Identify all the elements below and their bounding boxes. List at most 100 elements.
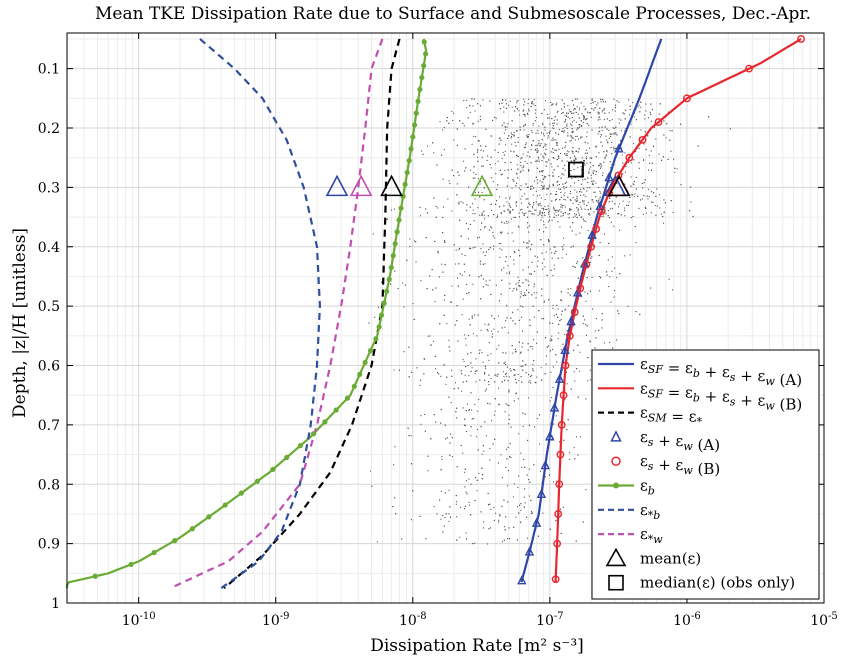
scatter-point bbox=[508, 423, 510, 425]
scatter-point bbox=[453, 244, 455, 246]
scatter-point bbox=[591, 129, 593, 131]
scatter-point bbox=[608, 201, 610, 203]
scatter-point bbox=[547, 345, 549, 347]
scatter-point bbox=[606, 271, 608, 273]
scatter-point bbox=[472, 247, 474, 249]
scatter-point bbox=[495, 203, 497, 205]
scatter-point bbox=[603, 210, 605, 212]
scatter-point bbox=[536, 331, 538, 333]
scatter-point bbox=[505, 99, 507, 101]
scatter-point bbox=[485, 388, 487, 390]
scatter-point bbox=[633, 181, 635, 183]
scatter-point bbox=[583, 115, 585, 117]
scatter-point bbox=[569, 140, 571, 142]
scatter-point bbox=[517, 276, 519, 278]
scatter-point bbox=[475, 381, 477, 383]
scatter-point bbox=[522, 169, 524, 171]
scatter-point bbox=[572, 222, 574, 224]
scatter-point bbox=[543, 207, 545, 209]
scatter-point bbox=[589, 261, 591, 263]
scatter-point bbox=[488, 374, 490, 376]
scatter-point bbox=[577, 126, 579, 128]
scatter-point bbox=[564, 206, 566, 208]
scatter-point bbox=[427, 470, 429, 472]
scatter-point bbox=[651, 201, 653, 203]
scatter-point bbox=[553, 264, 555, 266]
scatter-point bbox=[568, 151, 570, 153]
scatter-point bbox=[398, 369, 400, 371]
scatter-point bbox=[573, 325, 575, 327]
scatter-point bbox=[536, 195, 538, 197]
scatter-point bbox=[498, 344, 500, 346]
scatter-point bbox=[531, 129, 533, 131]
scatter-point bbox=[501, 269, 503, 271]
scatter-point bbox=[515, 106, 517, 108]
scatter-point bbox=[489, 279, 491, 281]
scatter-point bbox=[512, 240, 514, 242]
scatter-point bbox=[506, 458, 508, 460]
scatter-point bbox=[576, 262, 578, 264]
scatter-point bbox=[381, 281, 383, 283]
scatter-point bbox=[508, 389, 510, 391]
scatter-point bbox=[509, 205, 511, 207]
y-tick-label: 0.4 bbox=[38, 240, 60, 256]
scatter-point bbox=[496, 188, 498, 190]
scatter-point bbox=[441, 154, 443, 156]
scatter-point bbox=[658, 194, 660, 196]
scatter-point bbox=[547, 113, 549, 115]
scatter-point bbox=[564, 126, 566, 128]
scatter-point bbox=[467, 364, 469, 366]
scatter-point bbox=[503, 222, 505, 224]
scatter-point bbox=[590, 116, 592, 118]
scatter-point bbox=[619, 273, 621, 275]
scatter-point bbox=[603, 233, 605, 235]
scatter-point bbox=[436, 513, 438, 515]
scatter-point bbox=[558, 148, 560, 150]
scatter-point bbox=[448, 122, 450, 124]
scatter-point bbox=[408, 346, 410, 348]
scatter-point bbox=[500, 139, 502, 141]
scatter-point bbox=[541, 181, 543, 183]
scatter-point bbox=[489, 247, 491, 249]
scatter-point bbox=[641, 198, 643, 200]
scatter-point bbox=[471, 409, 473, 411]
scatter-point bbox=[521, 157, 523, 159]
scatter-point bbox=[476, 479, 478, 481]
scatter-point bbox=[433, 197, 435, 199]
scatter-point bbox=[576, 106, 578, 108]
scatter-point bbox=[480, 426, 482, 428]
scatter-point bbox=[511, 143, 513, 145]
scatter-point bbox=[586, 204, 588, 206]
scatter-point bbox=[635, 176, 637, 178]
scatter-point bbox=[527, 186, 529, 188]
scatter-point bbox=[446, 376, 448, 378]
scatter-point bbox=[517, 177, 519, 179]
scatter-point bbox=[500, 454, 502, 456]
scatter-point bbox=[603, 119, 605, 121]
scatter-point bbox=[547, 137, 549, 139]
scatter-point bbox=[515, 287, 517, 289]
scatter-point bbox=[503, 376, 505, 378]
scatter-point bbox=[479, 196, 481, 198]
scatter-point bbox=[559, 209, 561, 211]
scatter-point bbox=[486, 543, 488, 545]
scatter-point bbox=[543, 318, 545, 320]
scatter-point bbox=[580, 226, 582, 228]
scatter-point bbox=[541, 288, 543, 290]
scatter-point bbox=[558, 157, 560, 159]
scatter-point bbox=[586, 123, 588, 125]
scatter-point bbox=[517, 155, 519, 157]
scatter-point bbox=[577, 454, 579, 456]
eps-sw-a-marker bbox=[517, 575, 527, 585]
scatter-point bbox=[456, 194, 458, 196]
scatter-point bbox=[509, 211, 511, 213]
scatter-point bbox=[544, 199, 546, 201]
scatter-point bbox=[650, 103, 652, 105]
scatter-point bbox=[545, 161, 547, 163]
scatter-point bbox=[567, 288, 569, 290]
scatter-point bbox=[574, 215, 576, 217]
eps-sw-b-marker bbox=[557, 420, 566, 429]
scatter-point bbox=[548, 213, 550, 215]
scatter-point bbox=[555, 193, 557, 195]
scatter-point bbox=[598, 116, 600, 118]
